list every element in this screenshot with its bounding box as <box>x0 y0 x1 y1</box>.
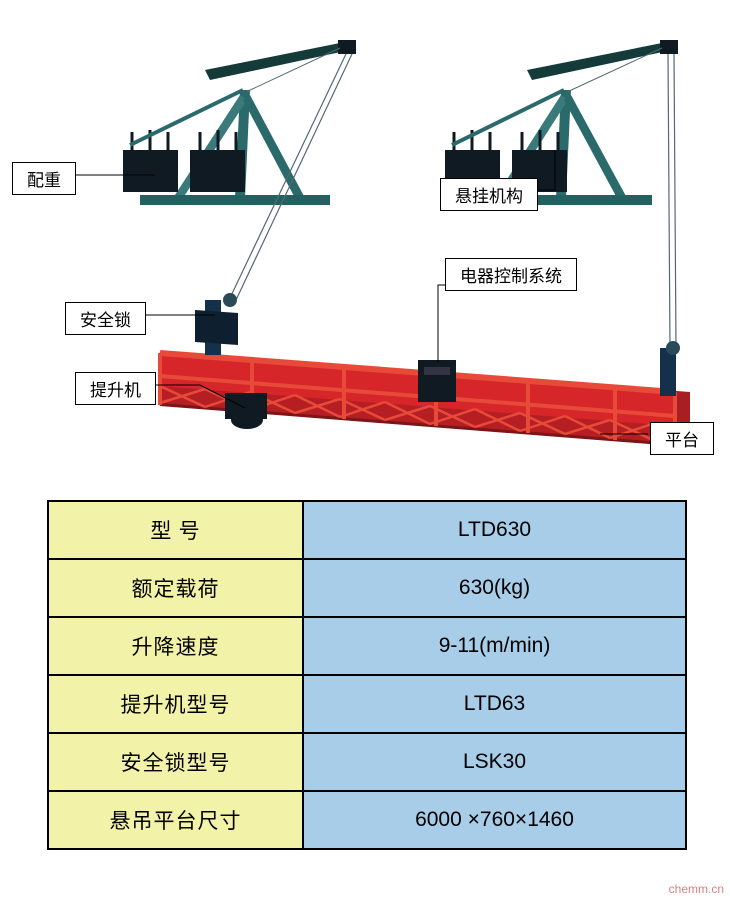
equipment-diagram: 配重 安全锁 提升机 悬挂机构 电器控制系统 平台 <box>0 0 730 490</box>
watermark: chemm.cn <box>669 882 724 896</box>
label-hoist: 提升机 <box>75 372 156 405</box>
crane-left <box>123 40 356 205</box>
platform <box>160 293 690 445</box>
spec-label: 提升机型号 <box>48 675 303 733</box>
spec-value: 9-11(m/min) <box>303 617 686 675</box>
spec-label: 悬吊平台尺寸 <box>48 791 303 849</box>
table-row: 悬吊平台尺寸 6000 ×760×1460 <box>48 791 686 849</box>
spec-value: LTD63 <box>303 675 686 733</box>
spec-value: 6000 ×760×1460 <box>303 791 686 849</box>
table-row: 额定载荷 630(kg) <box>48 559 686 617</box>
label-suspension: 悬挂机构 <box>440 178 538 211</box>
spec-value: LTD630 <box>303 501 686 559</box>
spec-label: 型 号 <box>48 501 303 559</box>
label-safety-lock: 安全锁 <box>65 302 146 335</box>
spec-table: 型 号 LTD630 额定载荷 630(kg) 升降速度 9-11(m/min)… <box>47 500 687 850</box>
table-row: 提升机型号 LTD63 <box>48 675 686 733</box>
table-row: 升降速度 9-11(m/min) <box>48 617 686 675</box>
label-platform: 平台 <box>650 422 714 455</box>
spec-value: LSK30 <box>303 733 686 791</box>
spec-label: 安全锁型号 <box>48 733 303 791</box>
diagram-svg <box>0 0 730 490</box>
spec-label: 升降速度 <box>48 617 303 675</box>
spec-value: 630(kg) <box>303 559 686 617</box>
table-row: 型 号 LTD630 <box>48 501 686 559</box>
spec-label: 额定载荷 <box>48 559 303 617</box>
table-row: 安全锁型号 LSK30 <box>48 733 686 791</box>
label-control-system: 电器控制系统 <box>445 258 577 291</box>
label-counterweight: 配重 <box>12 162 76 195</box>
